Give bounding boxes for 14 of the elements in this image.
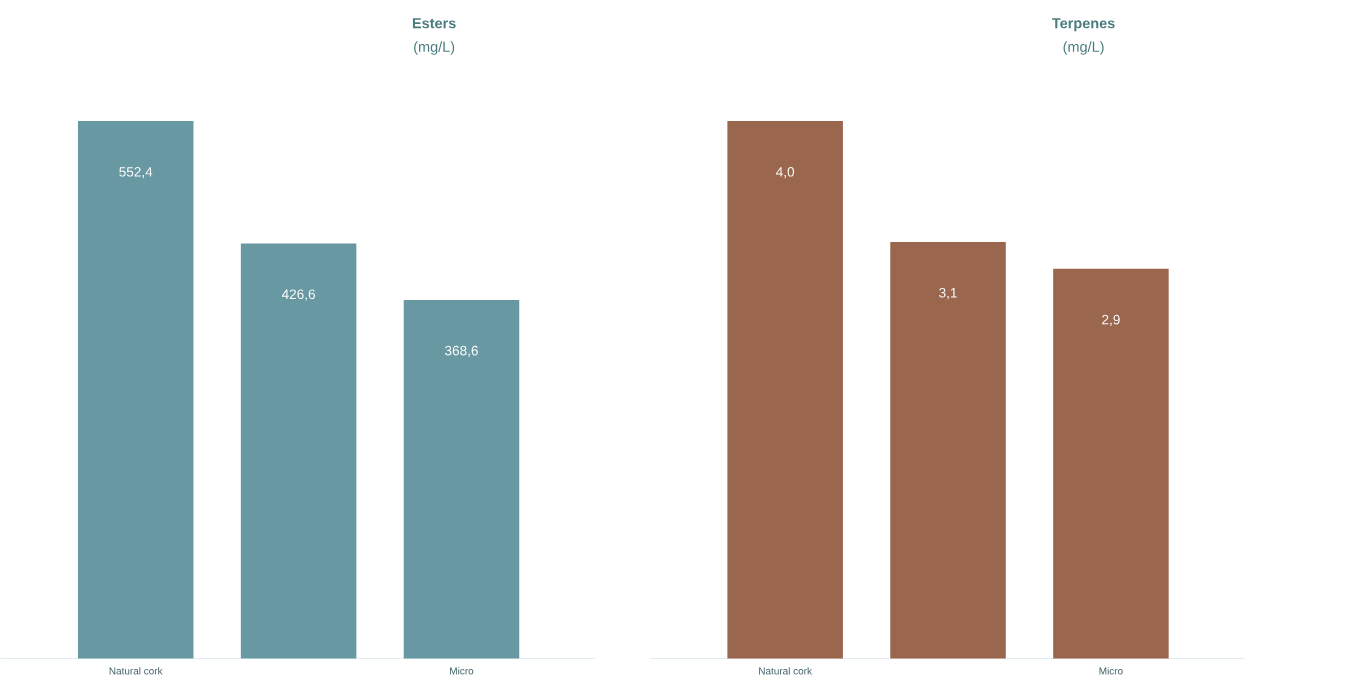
x-tick-label: Natural cork bbox=[109, 667, 163, 675]
chart-subtitle: (mg/L) bbox=[1063, 41, 1104, 55]
x-tick-label: Natural cork bbox=[759, 667, 813, 675]
chart-title: Esters bbox=[412, 18, 456, 29]
chart-subtitle: (mg/L) bbox=[414, 41, 455, 55]
data-label: 4,0 bbox=[776, 166, 795, 179]
data-label: 368,6 bbox=[444, 345, 478, 357]
data-label: 552,4 bbox=[119, 166, 153, 179]
x-tick-label: Micro bbox=[450, 667, 474, 675]
chart-title: Terpenes bbox=[1052, 18, 1115, 32]
data-label: 426,6 bbox=[281, 289, 316, 301]
data-label: 2,9 bbox=[1102, 314, 1120, 326]
x-tick-label: Micro bbox=[1099, 667, 1123, 675]
data-label: 3,1 bbox=[939, 287, 957, 300]
